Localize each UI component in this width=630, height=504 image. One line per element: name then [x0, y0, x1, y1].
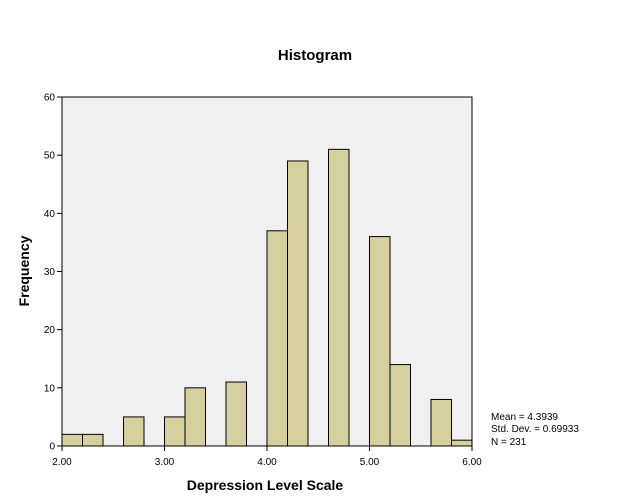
stat-n: N = 231	[491, 437, 527, 448]
histogram-bar	[82, 433, 104, 447]
histogram-bar	[266, 230, 288, 447]
histogram-bar	[328, 148, 350, 447]
histogram-bar	[61, 433, 83, 447]
histogram-bar	[184, 387, 206, 447]
x-tick-label: 6.00	[462, 457, 482, 468]
y-tick-label: 60	[44, 93, 56, 104]
chart-title: Histogram	[278, 47, 352, 64]
x-tick-label: 5.00	[360, 457, 380, 468]
x-tick-label: 3.00	[155, 457, 175, 468]
x-axis-label: Depression Level Scale	[187, 477, 344, 493]
x-axis: 2.00 3.00 4.00 5.00 6.00	[52, 446, 482, 468]
histogram-bar	[123, 416, 145, 447]
y-tick-label: 20	[44, 325, 56, 336]
histogram-bar	[164, 416, 186, 447]
y-axis: 0 10 20 30 40 50 60	[44, 93, 62, 453]
bars-group	[61, 148, 473, 447]
y-tick-label: 10	[44, 383, 56, 394]
x-tick-label: 4.00	[257, 457, 277, 468]
histogram-bar	[430, 398, 452, 447]
y-tick-label: 50	[44, 151, 56, 162]
stat-mean: Mean = 4.3939	[491, 412, 558, 423]
y-tick-label: 0	[49, 442, 55, 453]
histogram-bar	[451, 439, 473, 447]
y-tick-label: 40	[44, 209, 56, 220]
histogram-bar	[389, 364, 411, 447]
stat-std-dev: Std. Dev. = 0.69933	[491, 424, 579, 435]
histogram-bar	[287, 160, 309, 447]
histogram-bar	[225, 381, 247, 447]
y-axis-label: Frequency	[16, 235, 32, 306]
y-tick-label: 30	[44, 267, 56, 278]
histogram-bar	[369, 236, 391, 447]
x-tick-label: 2.00	[52, 457, 72, 468]
